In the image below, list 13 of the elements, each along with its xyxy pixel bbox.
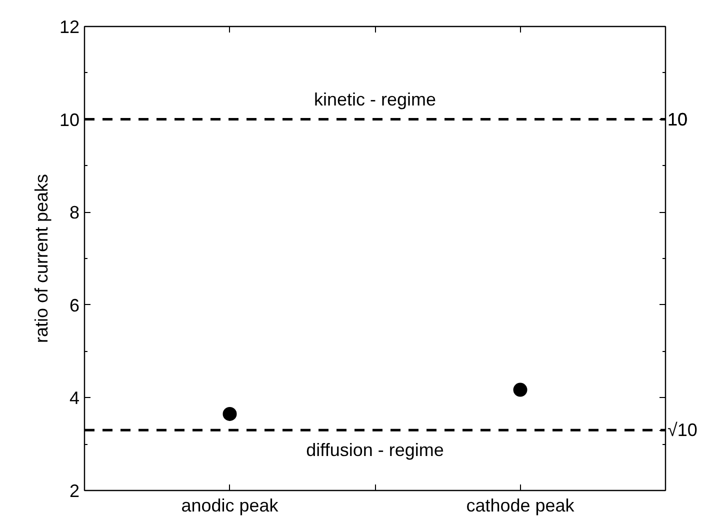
y-tick-label: 10 bbox=[59, 110, 80, 130]
annotation: diffusion - regime bbox=[306, 440, 444, 460]
y-tick-label: 12 bbox=[59, 17, 80, 37]
annotation: kinetic - regime bbox=[314, 89, 436, 110]
y-tick-label: 6 bbox=[69, 295, 80, 316]
ref-line-label: √10 bbox=[668, 420, 698, 440]
x-tick-label: anodic peak bbox=[181, 496, 280, 516]
y-tick-label: 2 bbox=[69, 481, 80, 501]
y-tick-label: 4 bbox=[69, 388, 80, 408]
x-tick-label: cathode peak bbox=[466, 496, 576, 516]
y-axis-title: ratio of current peaks bbox=[31, 174, 52, 344]
ref-line-label: 10 bbox=[668, 109, 688, 130]
y-tick-label: 8 bbox=[69, 202, 80, 223]
